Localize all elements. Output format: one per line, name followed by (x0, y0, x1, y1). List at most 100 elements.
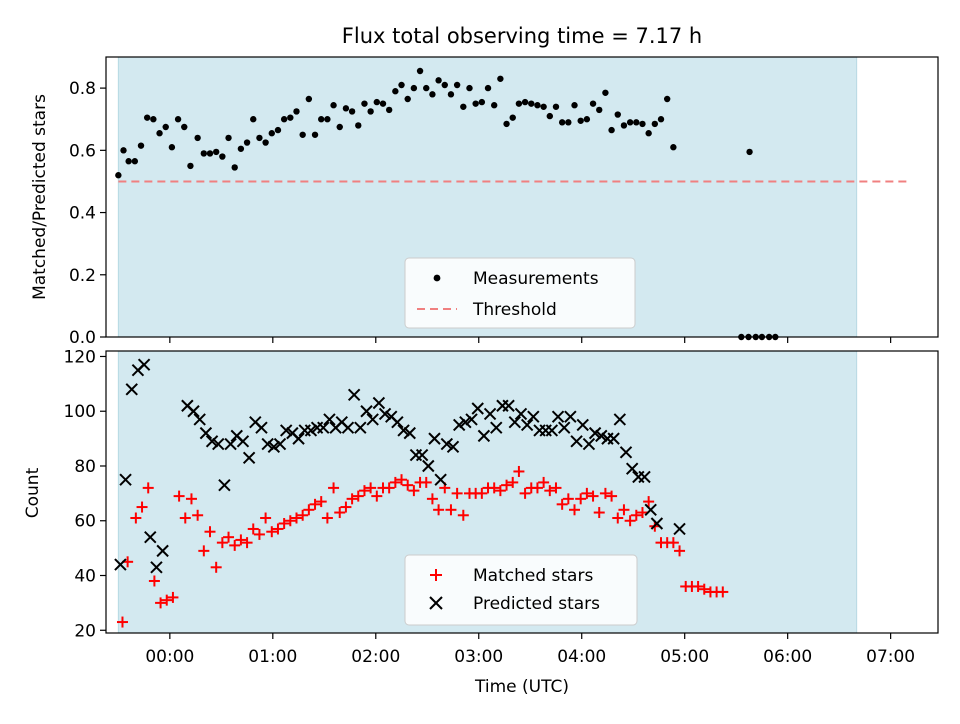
predicted-star-point (236, 435, 250, 448)
measurement-point (423, 84, 430, 92)
measurement-point (318, 116, 325, 123)
measurement-point (614, 111, 621, 118)
predicted-star-point (323, 413, 336, 426)
predicted-star-point (378, 407, 392, 421)
measurement-point (466, 84, 473, 92)
matched-star-point (451, 487, 463, 499)
top-y-tick-label: 0.6 (69, 141, 96, 161)
predicted-star-point (137, 358, 151, 371)
measurement-point (447, 91, 455, 98)
measurement-point (472, 100, 479, 107)
matched-star-point (346, 493, 358, 505)
predicted-star-point (452, 418, 466, 432)
x-tick-label: 02:00 (351, 647, 400, 667)
measurement-point (620, 122, 628, 129)
bottom-y-tick-label: 120 (64, 347, 96, 367)
matched-star-point (507, 476, 519, 488)
matched-star-point (173, 490, 185, 502)
matched-star-point (396, 474, 408, 486)
predicted-star-point (273, 437, 287, 451)
predicted-star-point (267, 440, 281, 454)
matched-star-point (544, 485, 556, 497)
measurement-point (497, 75, 504, 82)
predicted-star-point (650, 517, 664, 530)
predicted-star-point (242, 451, 256, 464)
top-panel: Flux total observing time = 7.17 h 0.00.… (30, 24, 939, 348)
measurement-point (324, 116, 331, 123)
matched-star-point (185, 493, 197, 505)
predicted-star-point (434, 473, 447, 486)
measurement-point (583, 116, 591, 123)
measurement-point (521, 98, 529, 106)
matched-star-point (192, 509, 204, 521)
bottom-y-tick-label: 100 (64, 402, 96, 422)
predicted-star-point (347, 388, 361, 402)
measurement-point (187, 162, 194, 170)
predicted-star-point (193, 413, 206, 426)
legend-measurements-marker (433, 274, 441, 282)
matched-star-point (161, 594, 173, 606)
measurement-point (305, 95, 313, 103)
measurement-point (174, 116, 182, 123)
measurement-point (416, 67, 424, 75)
predicted-star-point (114, 558, 127, 571)
predicted-star-point (588, 426, 602, 440)
measurement-point (509, 114, 516, 121)
matched-star-point (260, 512, 272, 524)
matched-star-point (538, 476, 550, 488)
matched-star-point (476, 487, 488, 499)
measurement-point (206, 150, 214, 157)
measurement-point (478, 98, 486, 106)
measurement-point (484, 84, 492, 92)
matched-star-point (581, 487, 593, 499)
measurement-point (293, 108, 300, 115)
matched-star-point (624, 515, 636, 527)
matched-star-point (352, 490, 364, 502)
measurement-point (299, 131, 306, 138)
matched-star-point (253, 528, 265, 540)
measurement-point (125, 158, 132, 165)
measurement-point (262, 139, 269, 146)
measurement-point (558, 119, 566, 126)
measurement-point (534, 102, 541, 109)
measurement-point (528, 100, 535, 107)
predicted-star-point (490, 421, 503, 434)
matched-star-point (420, 476, 432, 488)
measurement-point (565, 119, 572, 126)
legend-matched-marker (430, 569, 442, 581)
measurement-point (670, 144, 677, 151)
legend-measurements-label: Measurements (473, 269, 599, 289)
predicted-star-point (391, 415, 404, 429)
matched-star-point (575, 493, 587, 505)
matched-star-point (328, 482, 340, 494)
measurement-point (250, 116, 257, 123)
measurement-point (225, 134, 232, 142)
matched-star-point (550, 482, 562, 494)
measurement-point (330, 102, 337, 109)
matched-star-point (606, 490, 618, 502)
measurement-point (120, 147, 127, 154)
bottom-axes-frame (105, 350, 939, 634)
measurement-point (181, 123, 188, 131)
measurement-point (243, 139, 251, 146)
predicted-star-point (224, 437, 237, 451)
predicted-star-point (673, 522, 686, 536)
measurement-point (131, 158, 139, 165)
measurement-point (194, 134, 201, 142)
matched-star-point (445, 504, 457, 516)
predicted-star-point (644, 503, 657, 517)
predicted-star-point (341, 421, 355, 434)
predicted-star-point (440, 437, 454, 451)
bottom-y-tick-label: 20 (74, 621, 96, 641)
measurement-point (633, 119, 640, 126)
matched-star-point (241, 537, 253, 549)
measurement-point (577, 117, 584, 124)
legend-predicted-label: Predicted stars (473, 594, 600, 614)
matched-star-point (290, 512, 302, 524)
measurement-point (143, 114, 151, 121)
measurement-point (552, 103, 560, 110)
predicted-star-point (613, 413, 627, 426)
predicted-star-point (205, 435, 219, 448)
matched-star-point (562, 493, 574, 505)
